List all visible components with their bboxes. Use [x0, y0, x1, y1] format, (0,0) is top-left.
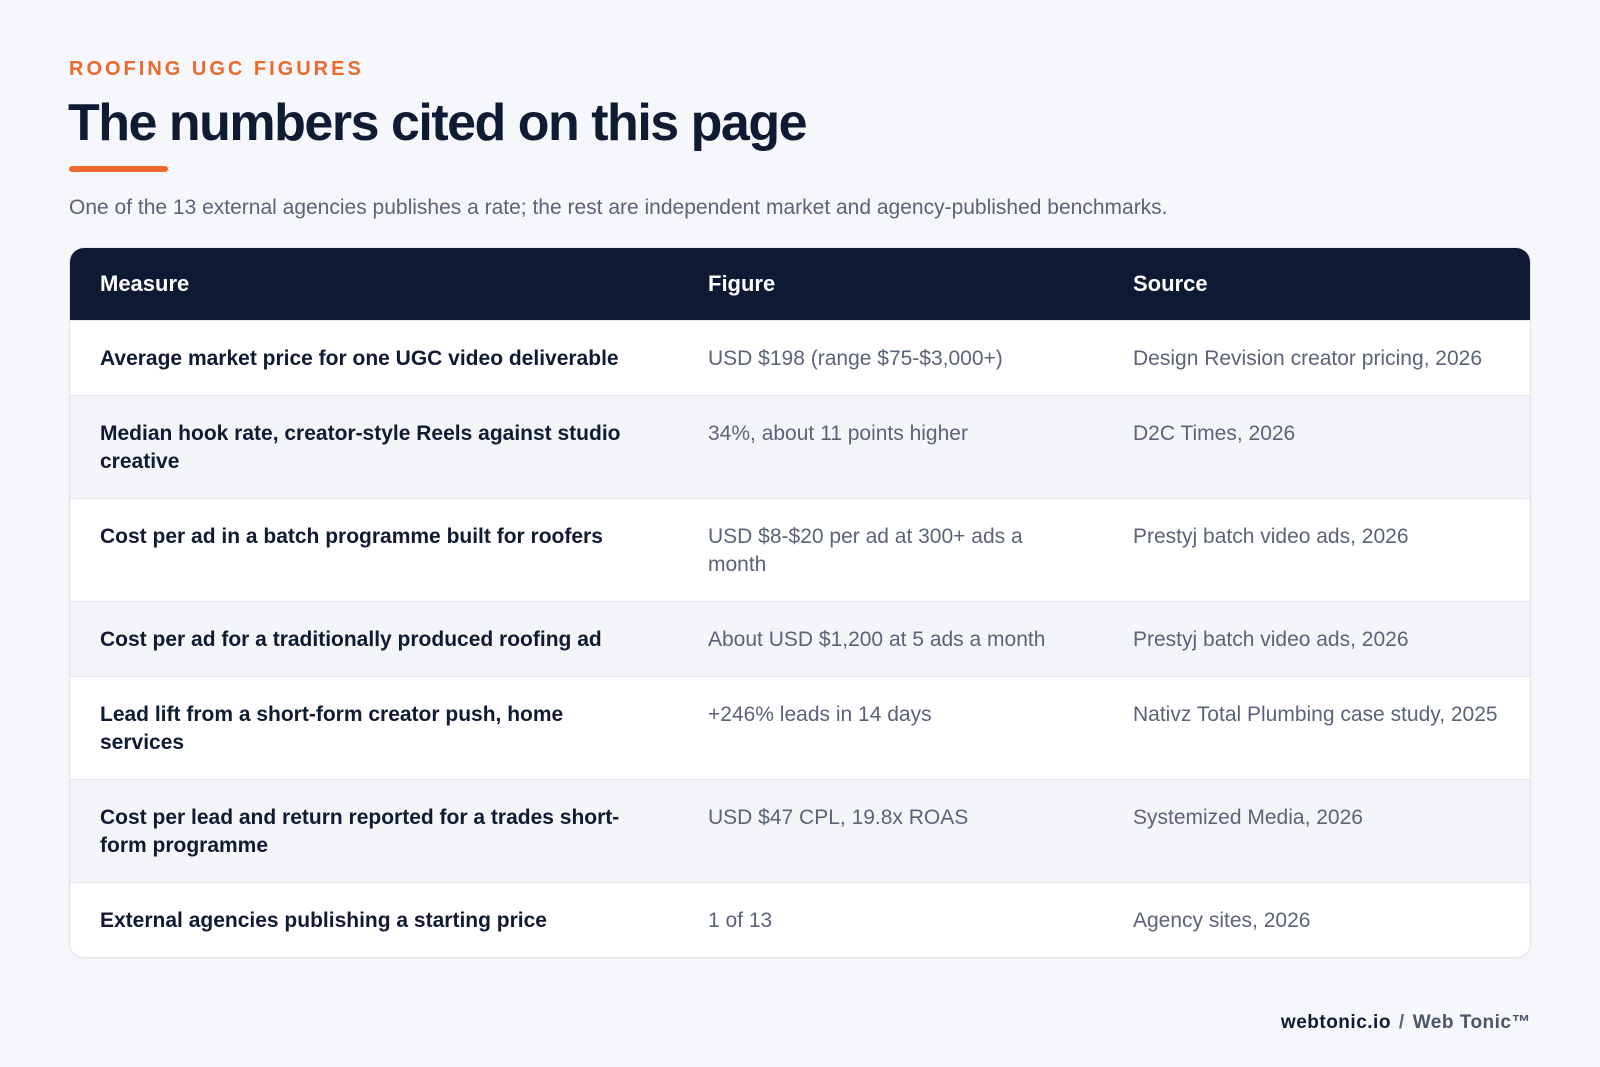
measure-cell: External agencies publishing a starting …	[70, 881, 678, 957]
table-row: Cost per ad in a batch programme built f…	[70, 497, 1530, 601]
footer-separator: /	[1398, 1012, 1405, 1033]
measure-cell: Lead lift from a short-form creator push…	[70, 675, 678, 779]
page-subtitle: One of the 13 external agencies publishe…	[69, 196, 1168, 219]
column-header-figure: Figure	[708, 270, 776, 296]
footer-domain: webtonic.io	[1280, 1012, 1391, 1033]
figure-cell: About USD $1,200 at 5 ads a month	[678, 600, 1103, 676]
table-row: Cost per lead and return reported for a …	[70, 778, 1530, 882]
figures-table-card: Measure Figure Source Average market pri…	[70, 248, 1530, 957]
source-cell: Nativz Total Plumbing case study, 2025	[1103, 675, 1530, 779]
source-cell: Prestyj batch video ads, 2026	[1103, 600, 1530, 676]
table-row: Lead lift from a short-form creator push…	[70, 675, 1530, 779]
figure-cell: USD $8-$20 per ad at 300+ ads a month	[678, 497, 1103, 601]
measure-cell: Cost per lead and return reported for a …	[70, 778, 678, 882]
measure-cell: Cost per ad for a traditionally produced…	[70, 600, 678, 676]
source-cell: Systemized Media, 2026	[1103, 778, 1530, 882]
source-cell: Prestyj batch video ads, 2026	[1103, 497, 1530, 601]
table-row: External agencies publishing a starting …	[70, 881, 1530, 957]
measure-cell: Cost per ad in a batch programme built f…	[70, 497, 678, 601]
figure-cell: USD $198 (range $75-$3,000+)	[678, 319, 1103, 395]
footer-credit: webtonic.io / Web Tonic™	[1281, 1012, 1531, 1034]
source-cell: Agency sites, 2026	[1103, 881, 1530, 957]
table-row: Cost per ad for a traditionally produced…	[70, 600, 1530, 676]
page-title: The numbers cited on this page	[68, 94, 808, 152]
source-cell: D2C Times, 2026	[1103, 394, 1530, 498]
column-header-source: Source	[1133, 270, 1208, 296]
figure-cell: USD $47 CPL, 19.8x ROAS	[678, 778, 1103, 882]
table-body: Average market price for one UGC video d…	[70, 319, 1530, 957]
accent-rule	[69, 166, 168, 172]
footer-brand: Web Tonic™	[1412, 1012, 1531, 1033]
table-header-row: Measure Figure Source	[70, 248, 1530, 320]
measure-cell: Median hook rate, creator-style Reels ag…	[70, 394, 678, 498]
table-row: Average market price for one UGC video d…	[70, 319, 1530, 395]
table-header: Measure Figure Source	[70, 248, 1530, 320]
measure-cell: Average market price for one UGC video d…	[70, 319, 678, 395]
source-cell: Design Revision creator pricing, 2026	[1103, 319, 1530, 395]
figure-cell: +246% leads in 14 days	[678, 675, 1103, 779]
table-row: Median hook rate, creator-style Reels ag…	[70, 394, 1530, 498]
figure-cell: 34%, about 11 points higher	[678, 394, 1103, 498]
eyebrow-label: ROOFING UGC FIGURES	[69, 58, 364, 80]
figure-cell: 1 of 13	[678, 881, 1103, 957]
column-header-measure: Measure	[100, 270, 190, 296]
figures-table: Measure Figure Source Average market pri…	[70, 248, 1530, 957]
